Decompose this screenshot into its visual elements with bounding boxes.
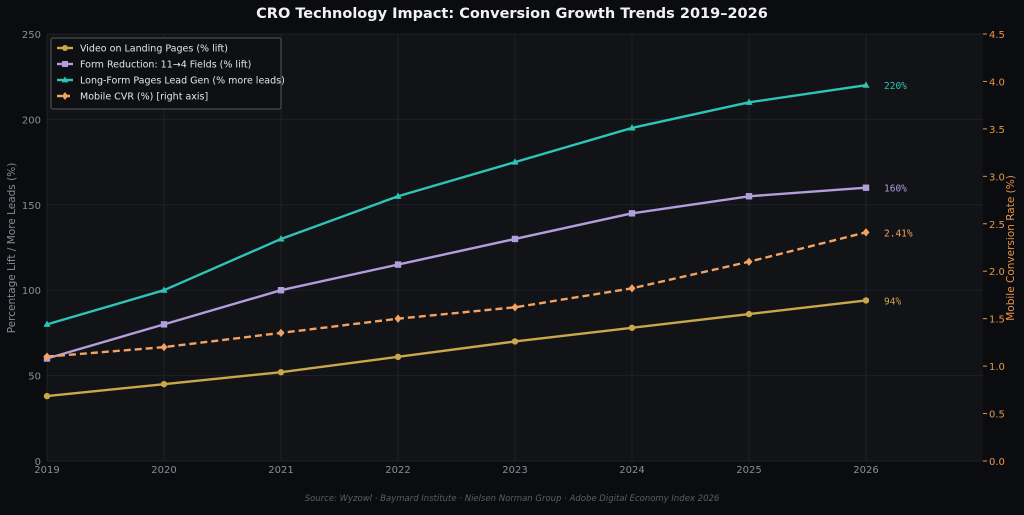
data-point xyxy=(628,210,636,217)
data-point xyxy=(628,324,636,331)
x-tick-label: 2019 xyxy=(34,465,59,476)
x-tick-label: 2020 xyxy=(151,465,176,476)
data-point xyxy=(277,287,285,294)
data-point xyxy=(277,328,285,338)
data-point xyxy=(394,314,402,323)
series: 94% 160% 220% 2.41% xyxy=(43,81,913,400)
series-line xyxy=(46,84,867,326)
series-line xyxy=(46,186,867,360)
y2-tick-label: 1.0 xyxy=(989,362,1005,373)
data-point xyxy=(628,124,636,131)
y-axis-label: Percentage Lift / More Leads (%) xyxy=(6,163,18,334)
y2-tick-label: 0.0 xyxy=(989,457,1005,468)
data-point xyxy=(862,297,870,304)
legend-box xyxy=(50,37,282,110)
y2-tick-label: 3.0 xyxy=(989,172,1005,183)
data-point xyxy=(745,98,753,105)
data-point xyxy=(628,284,636,293)
y-tick-label: 150 xyxy=(22,201,41,212)
legend: Video on Landing Pages (% lift) Form Redu… xyxy=(50,37,285,110)
end-label: 94% xyxy=(884,296,901,307)
x-tick-label: 2023 xyxy=(502,465,527,476)
x-tick-label: 2024 xyxy=(619,465,644,476)
x-tick-label: 2026 xyxy=(853,465,878,476)
data-point xyxy=(277,235,285,242)
data-point xyxy=(394,192,402,199)
source-note: Source: Wyzowl · Baymard Institute · Nie… xyxy=(305,494,720,504)
series-line xyxy=(46,231,867,358)
series-3: 220% xyxy=(43,81,907,327)
data-point xyxy=(43,392,51,400)
data-point xyxy=(862,81,870,88)
legend-item: Form Reduction: 11→4 Fields (% lift) xyxy=(57,60,251,71)
legend-label: Long-Form Pages Lead Gen (% more leads) xyxy=(80,76,285,87)
data-point xyxy=(745,257,753,266)
y2-tick-label: 2.0 xyxy=(989,267,1005,278)
data-point xyxy=(160,321,168,328)
series-line xyxy=(46,299,867,398)
data-point xyxy=(277,368,285,376)
data-point xyxy=(394,261,402,268)
legend-label: Form Reduction: 11→4 Fields (% lift) xyxy=(80,60,251,71)
axes: 0 50 100 150 200 250 2019 2020 2021 2022 2023 2024 2… xyxy=(22,30,1005,476)
chart-title: CRO Technology Impact: Conversion Growth… xyxy=(256,6,768,22)
y-tick-label: 0 xyxy=(35,457,41,468)
data-point xyxy=(745,310,753,318)
legend-label: Mobile CVR (%) [right axis] xyxy=(80,92,208,103)
legend-item: Long-Form Pages Lead Gen (% more leads) xyxy=(57,76,285,87)
data-point xyxy=(43,352,51,361)
data-point xyxy=(511,158,519,165)
y-tick-label: 50 xyxy=(28,372,41,383)
x-tick-label: 2025 xyxy=(736,465,761,476)
data-point xyxy=(511,303,519,312)
y-tick-label: 250 xyxy=(22,30,41,41)
end-label: 2.41% xyxy=(884,228,913,239)
end-label: 220% xyxy=(884,81,907,92)
data-point xyxy=(511,235,519,243)
y-tick-label: 200 xyxy=(22,115,41,126)
data-point xyxy=(511,338,519,345)
data-point xyxy=(862,184,870,191)
x-tick-label: 2021 xyxy=(268,465,293,476)
x-tick-label: 2022 xyxy=(385,465,410,476)
data-point xyxy=(160,342,168,352)
y2-tick-label: 4.5 xyxy=(989,30,1005,41)
data-point xyxy=(43,320,51,327)
legend-label: Video on Landing Pages (% lift) xyxy=(80,44,228,55)
y2-axis-label: Mobile Conversion Rate (%) xyxy=(1005,175,1017,321)
y-tick-label: 100 xyxy=(22,286,41,297)
data-point xyxy=(160,380,168,388)
grid xyxy=(46,33,983,462)
legend-item: Video on Landing Pages (% lift) xyxy=(57,44,228,55)
data-point xyxy=(160,286,168,293)
data-point xyxy=(745,193,753,200)
series-4: 2.41% xyxy=(43,228,913,361)
y2-tick-label: 0.5 xyxy=(989,410,1005,421)
data-point xyxy=(862,228,870,237)
end-label: 160% xyxy=(884,184,907,195)
y2-tick-label: 1.5 xyxy=(989,315,1005,326)
y2-tick-label: 4.0 xyxy=(989,77,1005,88)
series-1: 94% xyxy=(43,296,901,400)
y2-tick-label: 3.5 xyxy=(989,125,1005,136)
data-point xyxy=(394,353,402,361)
y2-tick-label: 2.5 xyxy=(989,220,1005,231)
legend-item: Mobile CVR (%) [right axis] xyxy=(57,92,208,103)
